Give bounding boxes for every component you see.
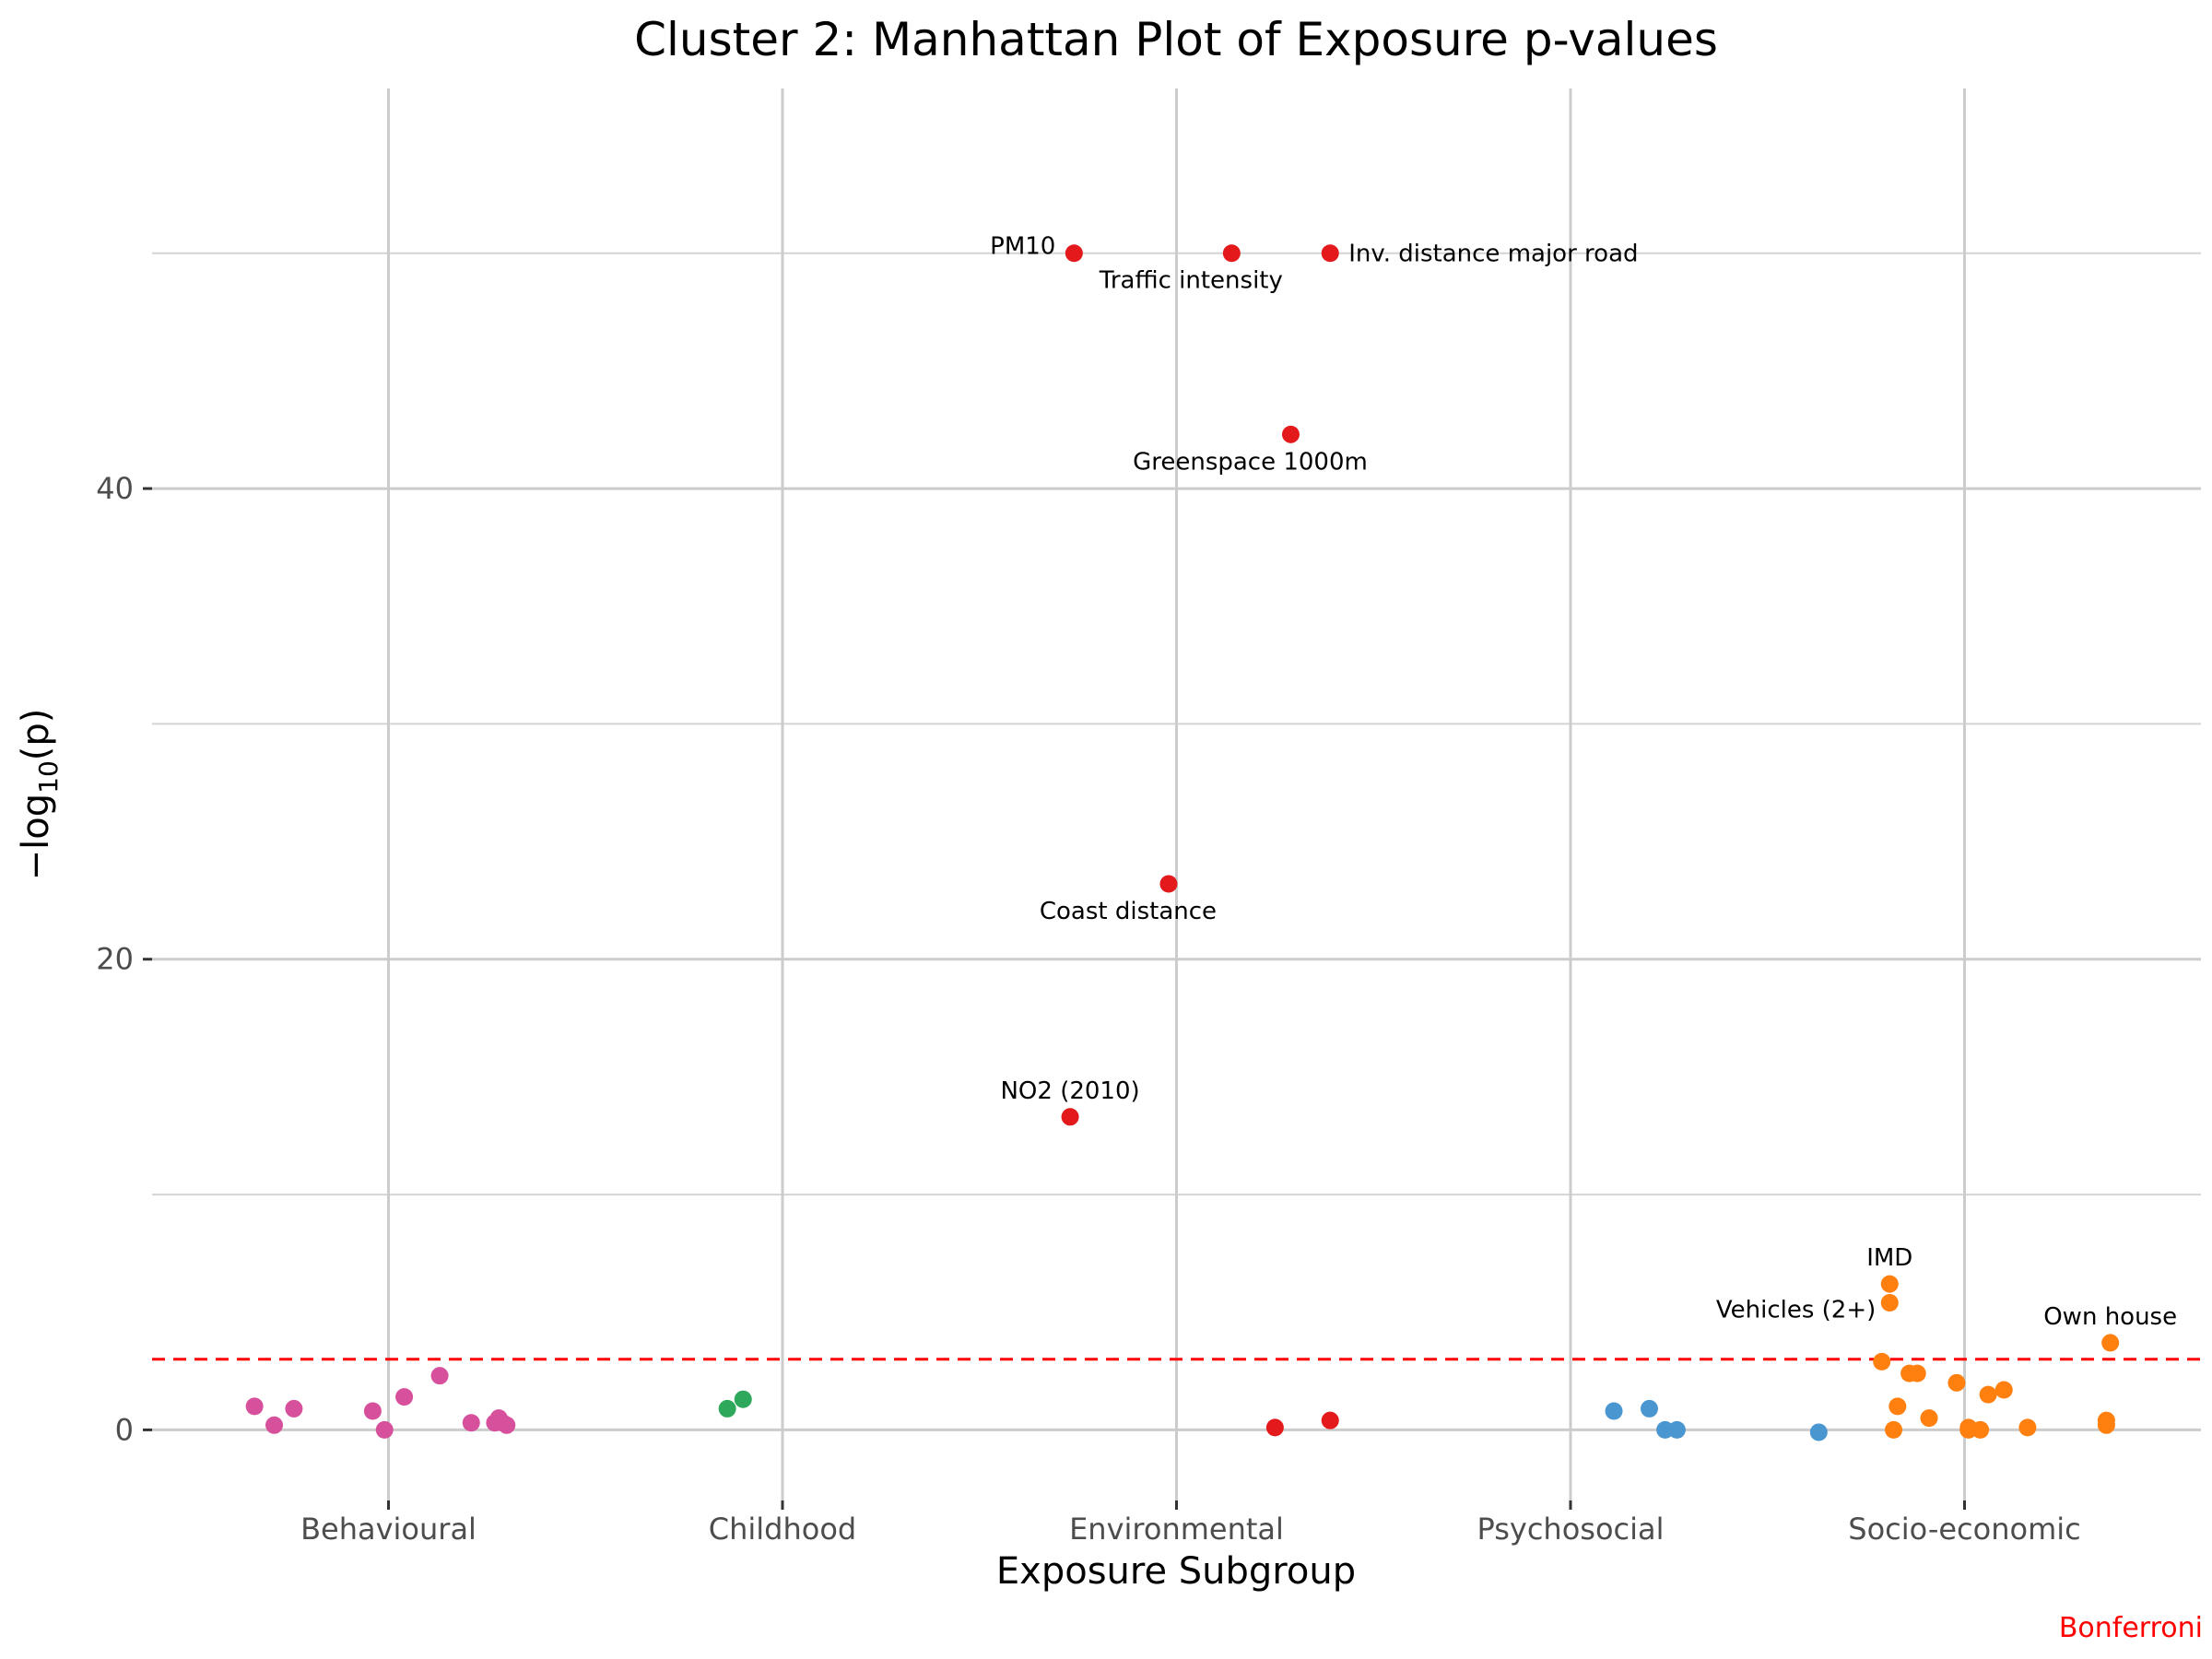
y-tick-label: 0	[115, 1412, 134, 1447]
data-point	[375, 1420, 394, 1439]
point-labels: PM10 Traffic intensity Inv. distance major…	[990, 233, 2177, 1331]
data-point	[498, 1416, 516, 1434]
data-point	[1667, 1420, 1686, 1439]
data-point	[1265, 1418, 1284, 1437]
x-tick-label: Behavioural	[300, 1512, 477, 1547]
point-label: IMD	[1866, 1244, 1912, 1272]
data-point	[2101, 1334, 2120, 1352]
data-point	[245, 1397, 264, 1416]
data-point	[1321, 244, 1339, 263]
data-point	[1641, 1399, 1658, 1418]
x-tick-label: Socio-economic	[1848, 1512, 2080, 1547]
data-point	[1885, 1420, 1903, 1439]
data-point	[1994, 1381, 2013, 1399]
y-tick-label: 20	[96, 942, 134, 977]
chart-title: Cluster 2: Manhattan Plot of Exposure p-…	[634, 13, 1718, 66]
data-points	[245, 244, 2120, 1441]
y-axis-title: −log10(p)	[15, 709, 64, 881]
data-point	[2018, 1418, 2037, 1437]
data-point	[462, 1414, 480, 1432]
x-axis-title: Exposure Subgroup	[996, 1550, 1356, 1593]
data-point	[1321, 1411, 1339, 1430]
data-point	[1061, 1108, 1079, 1126]
data-point	[1605, 1402, 1623, 1420]
x-tick-label: Environmental	[1069, 1512, 1284, 1547]
data-point	[1979, 1385, 1997, 1404]
y-axis-title-suffix: (p)	[15, 709, 57, 761]
data-point	[1971, 1420, 1990, 1439]
data-point	[1159, 875, 1178, 893]
point-label: Coast distance	[1040, 898, 1217, 925]
data-point	[1809, 1423, 1828, 1441]
point-label: Own house	[2043, 1303, 2177, 1331]
data-point	[1947, 1373, 1966, 1392]
data-point	[1888, 1397, 1907, 1416]
y-axis-ticks: 0 20 40	[96, 471, 152, 1447]
data-point	[2097, 1416, 2115, 1434]
bonferroni-caption: Bonferroni	[2059, 1612, 2203, 1644]
y-axis-title-subscript: 10	[33, 760, 64, 794]
data-point	[1065, 244, 1083, 263]
data-point	[395, 1388, 414, 1406]
data-point	[734, 1390, 752, 1408]
data-point	[363, 1402, 382, 1420]
data-point	[1880, 1294, 1899, 1312]
x-tick-label: Psychosocial	[1477, 1512, 1664, 1547]
data-point	[1281, 425, 1300, 443]
point-label: PM10	[990, 233, 1055, 261]
x-tick-label: Childhood	[709, 1512, 856, 1547]
data-point	[285, 1399, 303, 1418]
data-point	[1222, 244, 1241, 263]
data-point	[1908, 1364, 1926, 1382]
data-point	[1873, 1352, 1891, 1371]
data-point	[1880, 1275, 1899, 1293]
data-point	[430, 1367, 449, 1385]
point-label: Greenspace 1000m	[1133, 448, 1368, 476]
point-label: Traffic intensity	[1099, 267, 1283, 295]
y-axis-title-prefix: −log	[15, 794, 57, 881]
point-label: Inv. distance major road	[1348, 241, 1638, 268]
y-tick-label: 40	[96, 471, 134, 506]
x-axis-ticks: Behavioural Childhood Environmental Psychos…	[300, 1500, 2081, 1547]
data-point	[265, 1416, 284, 1434]
point-label: Vehicles (2+)	[1716, 1297, 1876, 1324]
data-point	[1920, 1409, 1938, 1428]
data-point	[718, 1399, 736, 1418]
point-label: NO2 (2010)	[1000, 1077, 1139, 1105]
